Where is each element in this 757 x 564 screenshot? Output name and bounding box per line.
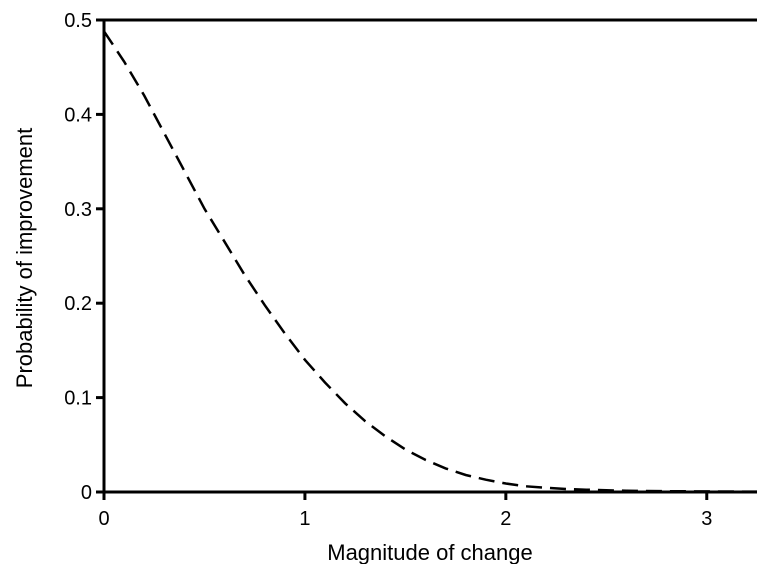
x-tick-label: 3: [701, 508, 712, 530]
series-layer: [102, 30, 757, 493]
x-tick-label: 1: [299, 508, 310, 530]
x-tick-label: 0: [98, 508, 109, 530]
x-tick-label: 2: [500, 508, 511, 530]
axes-frame: [102, 18, 757, 494]
y-tick-label: 0.5: [64, 10, 92, 32]
y-tick-label: 0.1: [64, 388, 92, 410]
y-tick-label: 0.2: [64, 293, 92, 315]
y-tick-label: 0.4: [64, 104, 92, 126]
x-axis-label: Magnitude of change: [327, 540, 533, 564]
y-tick-label: 0.3: [64, 199, 92, 221]
series-line: [102, 30, 757, 493]
x-axis-ticks: 0 1 2 3: [98, 492, 712, 530]
y-axis-label: Probability of improvement: [12, 128, 37, 388]
y-axis-ticks: 0 0.1 0.2 0.3 0.4 0.5: [64, 10, 104, 504]
y-tick-label: 0: [81, 482, 92, 504]
